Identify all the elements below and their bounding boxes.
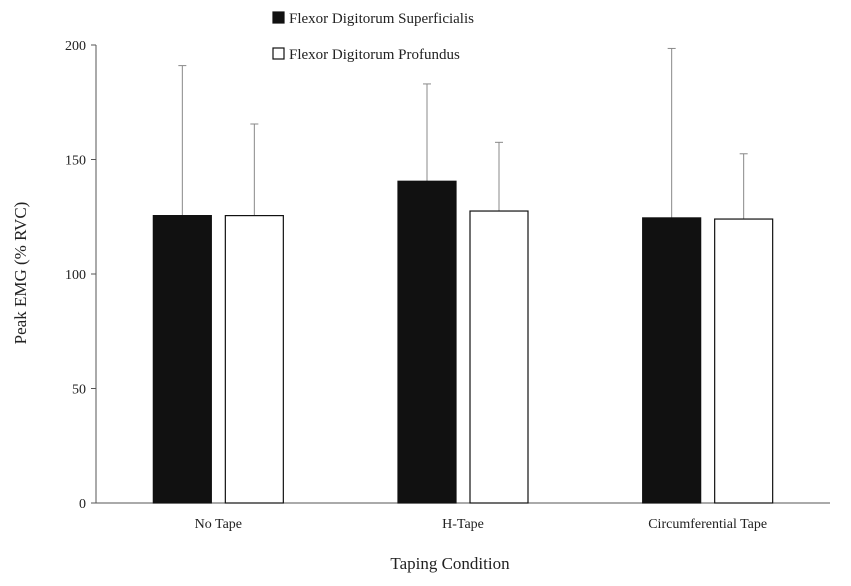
- bar-profundus: [224, 215, 284, 504]
- bar-superficialis: [397, 180, 457, 504]
- x-axis: No Tape H-Tape Circumferential Tape: [96, 502, 830, 532]
- x-axis-title: Taping Condition: [390, 554, 510, 573]
- legend-label: Flexor Digitorum Profundus: [289, 47, 460, 63]
- bar-profundus: [469, 210, 529, 504]
- y-axis: 0 50 100 150 200: [65, 39, 97, 512]
- y-tick-label: 200: [65, 39, 86, 54]
- legend: Flexor Digitorum Superficialis Flexor Dig…: [272, 11, 474, 63]
- y-tick-label: 0: [79, 497, 86, 512]
- x-tick-label: No Tape: [195, 517, 242, 532]
- x-tick-label: H-Tape: [442, 517, 484, 532]
- bar-profundus: [714, 218, 774, 504]
- y-tick-label: 100: [65, 268, 86, 283]
- x-tick-label: Circumferential Tape: [648, 517, 767, 532]
- bar-group: [152, 47, 774, 504]
- y-tick-label: 50: [72, 383, 86, 398]
- bar-superficialis: [152, 215, 212, 504]
- legend-swatch: [272, 47, 285, 60]
- y-axis-title: Peak EMG (% RVC): [11, 202, 30, 345]
- legend-label: Flexor Digitorum Superficialis: [289, 11, 474, 27]
- bar-superficialis: [642, 217, 702, 504]
- y-tick-label: 150: [65, 154, 86, 169]
- legend-swatch: [272, 11, 285, 24]
